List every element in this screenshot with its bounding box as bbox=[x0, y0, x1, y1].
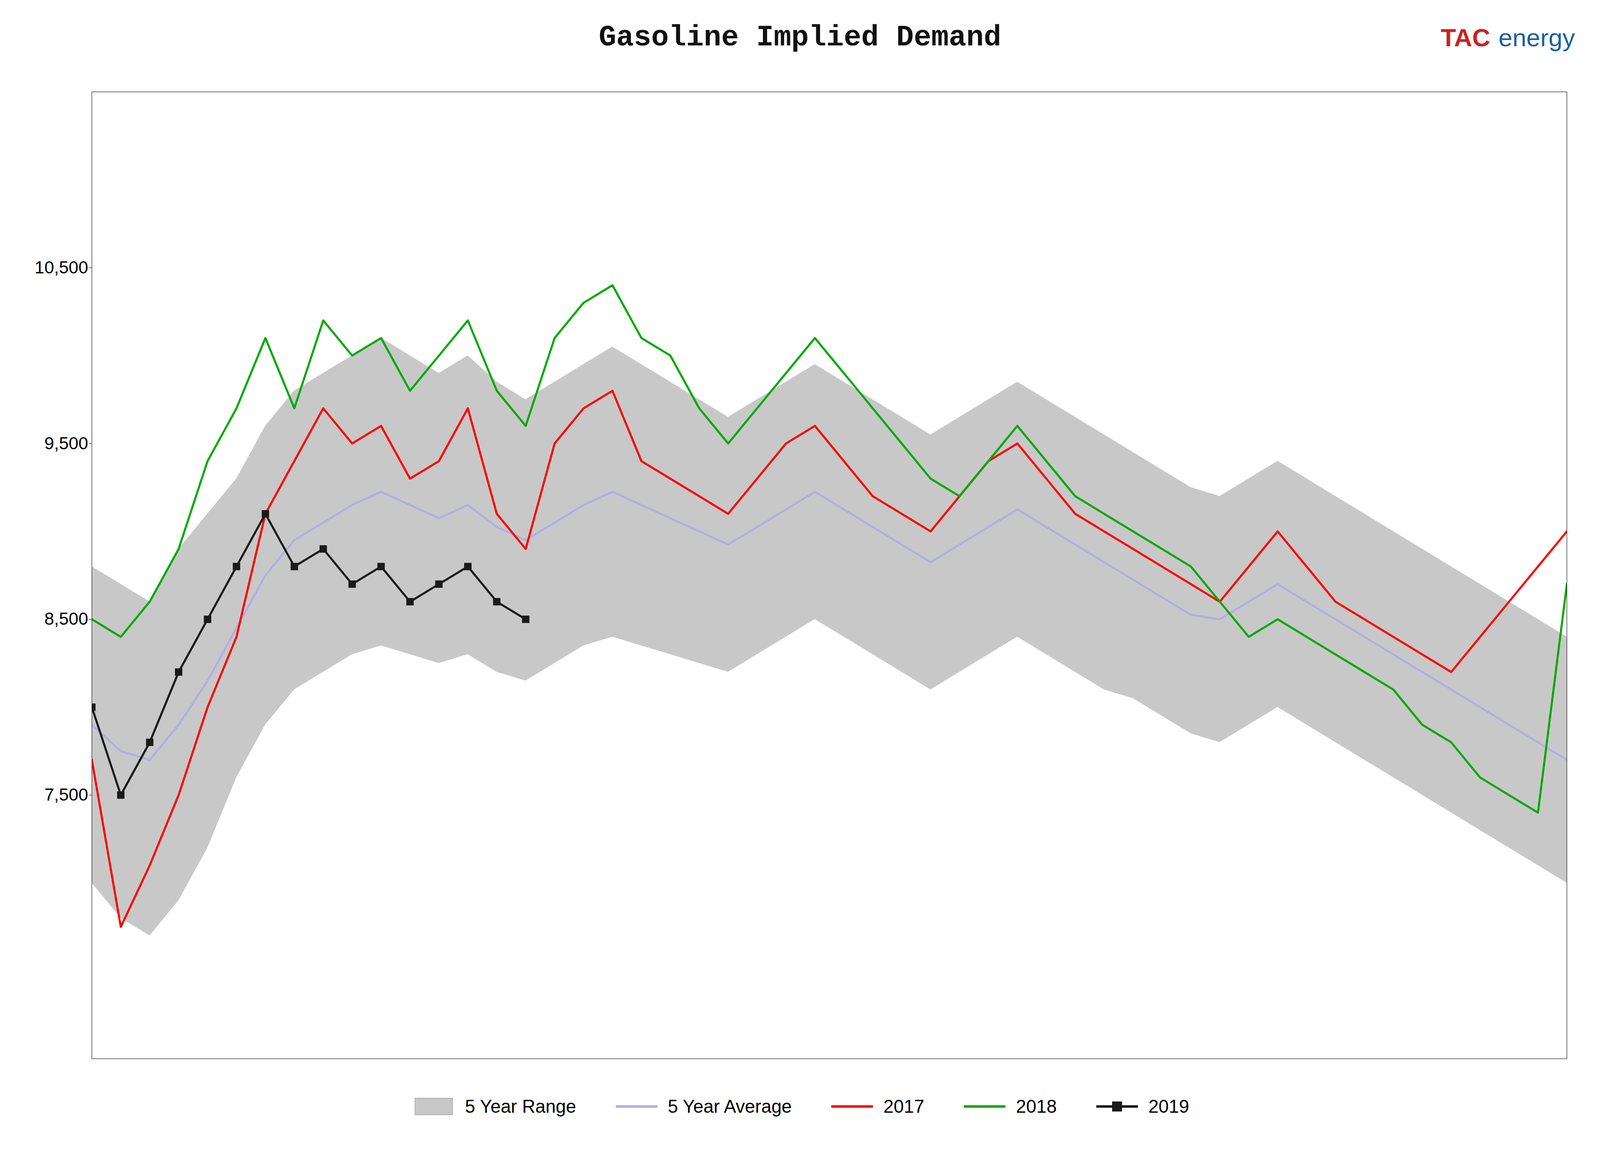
html-text:5 Year Range: 5 Year Range bbox=[465, 1095, 577, 1117]
html-text:5 Year Average: 5 Year Average bbox=[667, 1095, 792, 1117]
svg-text:9,500: 9,500 bbox=[44, 433, 88, 453]
svg-text:7,500: 7,500 bbox=[44, 784, 88, 805]
html-text:2019: 2019 bbox=[1148, 1095, 1190, 1117]
html-text:2018: 2018 bbox=[1015, 1095, 1057, 1117]
svg-text:8,500: 8,500 bbox=[44, 608, 88, 629]
html-text:Gasoline Implied Demand: Gasoline Implied Demand bbox=[598, 21, 1002, 54]
svg-text:10,500: 10,500 bbox=[34, 257, 88, 278]
html-text:2017: 2017 bbox=[883, 1095, 925, 1117]
html-text:TAC energy: TAC energy bbox=[1440, 23, 1575, 52]
